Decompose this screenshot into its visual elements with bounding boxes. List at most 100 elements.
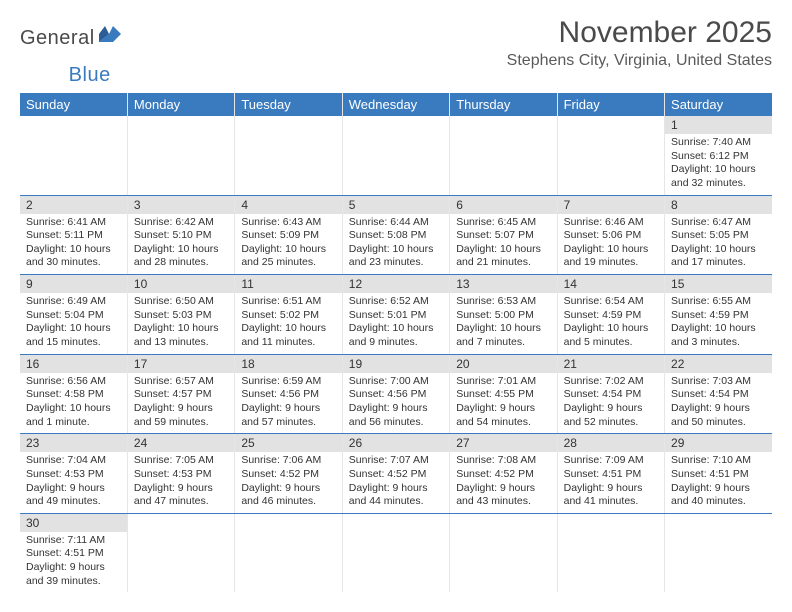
calendar-row: 30Sunrise: 7:11 AMSunset: 4:51 PMDayligh… <box>20 513 772 592</box>
day-number: 19 <box>343 355 449 373</box>
day-details: Sunrise: 6:45 AMSunset: 5:07 PMDaylight:… <box>450 214 556 275</box>
day-number: 13 <box>450 275 556 293</box>
location: Stephens City, Virginia, United States <box>507 52 772 70</box>
day-details: Sunrise: 7:04 AMSunset: 4:53 PMDaylight:… <box>20 452 127 513</box>
day-number: 25 <box>235 434 341 452</box>
day-cell: 6Sunrise: 6:45 AMSunset: 5:07 PMDaylight… <box>450 195 557 275</box>
calendar-body: 1Sunrise: 7:40 AMSunset: 6:12 PMDaylight… <box>20 116 772 592</box>
day-cell: 2Sunrise: 6:41 AMSunset: 5:11 PMDaylight… <box>20 195 127 275</box>
day-cell: 27Sunrise: 7:08 AMSunset: 4:52 PMDayligh… <box>450 434 557 514</box>
day-details: Sunrise: 6:44 AMSunset: 5:08 PMDaylight:… <box>343 214 449 275</box>
day-cell: 19Sunrise: 7:00 AMSunset: 4:56 PMDayligh… <box>342 354 449 434</box>
day-cell: 14Sunrise: 6:54 AMSunset: 4:59 PMDayligh… <box>557 275 664 355</box>
day-number: 11 <box>235 275 341 293</box>
day-cell: 30Sunrise: 7:11 AMSunset: 4:51 PMDayligh… <box>20 513 127 592</box>
day-number: 5 <box>343 196 449 214</box>
day-cell: 1Sunrise: 7:40 AMSunset: 6:12 PMDaylight… <box>665 116 772 195</box>
day-number: 1 <box>665 116 772 134</box>
day-cell: 29Sunrise: 7:10 AMSunset: 4:51 PMDayligh… <box>665 434 772 514</box>
calendar-row: 23Sunrise: 7:04 AMSunset: 4:53 PMDayligh… <box>20 434 772 514</box>
empty-cell <box>235 513 342 592</box>
weekday-header: Monday <box>127 93 234 116</box>
weekday-header: Tuesday <box>235 93 342 116</box>
weekday-header: Friday <box>557 93 664 116</box>
day-details: Sunrise: 6:56 AMSunset: 4:58 PMDaylight:… <box>20 373 127 434</box>
day-number: 27 <box>450 434 556 452</box>
day-details: Sunrise: 7:40 AMSunset: 6:12 PMDaylight:… <box>665 134 772 195</box>
empty-cell <box>127 116 234 195</box>
calendar-row: 1Sunrise: 7:40 AMSunset: 6:12 PMDaylight… <box>20 116 772 195</box>
day-details: Sunrise: 6:52 AMSunset: 5:01 PMDaylight:… <box>343 293 449 354</box>
day-details: Sunrise: 7:03 AMSunset: 4:54 PMDaylight:… <box>665 373 772 434</box>
calendar-row: 9Sunrise: 6:49 AMSunset: 5:04 PMDaylight… <box>20 275 772 355</box>
day-cell: 28Sunrise: 7:09 AMSunset: 4:51 PMDayligh… <box>557 434 664 514</box>
day-number: 29 <box>665 434 772 452</box>
day-number: 22 <box>665 355 772 373</box>
empty-cell <box>450 513 557 592</box>
day-cell: 4Sunrise: 6:43 AMSunset: 5:09 PMDaylight… <box>235 195 342 275</box>
calendar-row: 2Sunrise: 6:41 AMSunset: 5:11 PMDaylight… <box>20 195 772 275</box>
day-cell: 17Sunrise: 6:57 AMSunset: 4:57 PMDayligh… <box>127 354 234 434</box>
day-details: Sunrise: 6:47 AMSunset: 5:05 PMDaylight:… <box>665 214 772 275</box>
day-number: 21 <box>558 355 664 373</box>
empty-cell <box>557 116 664 195</box>
empty-cell <box>557 513 664 592</box>
day-cell: 22Sunrise: 7:03 AMSunset: 4:54 PMDayligh… <box>665 354 772 434</box>
day-cell: 25Sunrise: 7:06 AMSunset: 4:52 PMDayligh… <box>235 434 342 514</box>
day-cell: 3Sunrise: 6:42 AMSunset: 5:10 PMDaylight… <box>127 195 234 275</box>
day-details: Sunrise: 7:00 AMSunset: 4:56 PMDaylight:… <box>343 373 449 434</box>
day-cell: 23Sunrise: 7:04 AMSunset: 4:53 PMDayligh… <box>20 434 127 514</box>
day-details: Sunrise: 7:06 AMSunset: 4:52 PMDaylight:… <box>235 452 341 513</box>
day-number: 23 <box>20 434 127 452</box>
day-number: 17 <box>128 355 234 373</box>
day-number: 16 <box>20 355 127 373</box>
day-cell: 12Sunrise: 6:52 AMSunset: 5:01 PMDayligh… <box>342 275 449 355</box>
logo-text-blue: Blue <box>69 64 111 87</box>
day-cell: 18Sunrise: 6:59 AMSunset: 4:56 PMDayligh… <box>235 354 342 434</box>
day-number: 12 <box>343 275 449 293</box>
day-details: Sunrise: 6:43 AMSunset: 5:09 PMDaylight:… <box>235 214 341 275</box>
day-details: Sunrise: 6:53 AMSunset: 5:00 PMDaylight:… <box>450 293 556 354</box>
empty-cell <box>20 116 127 195</box>
day-cell: 26Sunrise: 7:07 AMSunset: 4:52 PMDayligh… <box>342 434 449 514</box>
weekday-header: Thursday <box>450 93 557 116</box>
day-details: Sunrise: 7:01 AMSunset: 4:55 PMDaylight:… <box>450 373 556 434</box>
day-cell: 10Sunrise: 6:50 AMSunset: 5:03 PMDayligh… <box>127 275 234 355</box>
day-details: Sunrise: 7:08 AMSunset: 4:52 PMDaylight:… <box>450 452 556 513</box>
day-cell: 20Sunrise: 7:01 AMSunset: 4:55 PMDayligh… <box>450 354 557 434</box>
empty-cell <box>342 116 449 195</box>
day-number: 6 <box>450 196 556 214</box>
weekday-header: Wednesday <box>342 93 449 116</box>
day-details: Sunrise: 7:05 AMSunset: 4:53 PMDaylight:… <box>128 452 234 513</box>
day-cell: 13Sunrise: 6:53 AMSunset: 5:00 PMDayligh… <box>450 275 557 355</box>
day-number: 20 <box>450 355 556 373</box>
day-details: Sunrise: 6:41 AMSunset: 5:11 PMDaylight:… <box>20 214 127 275</box>
day-number: 15 <box>665 275 772 293</box>
calendar-table: SundayMondayTuesdayWednesdayThursdayFrid… <box>20 93 772 592</box>
day-cell: 8Sunrise: 6:47 AMSunset: 5:05 PMDaylight… <box>665 195 772 275</box>
flag-icon <box>99 26 121 47</box>
day-number: 2 <box>20 196 127 214</box>
weekday-header: Sunday <box>20 93 127 116</box>
day-details: Sunrise: 7:10 AMSunset: 4:51 PMDaylight:… <box>665 452 772 513</box>
day-cell: 5Sunrise: 6:44 AMSunset: 5:08 PMDaylight… <box>342 195 449 275</box>
empty-cell <box>127 513 234 592</box>
day-details: Sunrise: 6:49 AMSunset: 5:04 PMDaylight:… <box>20 293 127 354</box>
calendar-row: 16Sunrise: 6:56 AMSunset: 4:58 PMDayligh… <box>20 354 772 434</box>
logo-text-general: General <box>20 27 95 50</box>
day-details: Sunrise: 6:59 AMSunset: 4:56 PMDaylight:… <box>235 373 341 434</box>
day-details: Sunrise: 6:46 AMSunset: 5:06 PMDaylight:… <box>558 214 664 275</box>
weekday-header-row: SundayMondayTuesdayWednesdayThursdayFrid… <box>20 93 772 116</box>
calendar-document: General November 2025 Stephens City, Vir… <box>0 0 792 608</box>
day-number: 4 <box>235 196 341 214</box>
day-cell: 9Sunrise: 6:49 AMSunset: 5:04 PMDaylight… <box>20 275 127 355</box>
day-number: 9 <box>20 275 127 293</box>
empty-cell <box>235 116 342 195</box>
day-cell: 15Sunrise: 6:55 AMSunset: 4:59 PMDayligh… <box>665 275 772 355</box>
month-title: November 2025 <box>507 16 772 50</box>
day-cell: 16Sunrise: 6:56 AMSunset: 4:58 PMDayligh… <box>20 354 127 434</box>
day-number: 24 <box>128 434 234 452</box>
day-cell: 21Sunrise: 7:02 AMSunset: 4:54 PMDayligh… <box>557 354 664 434</box>
day-details: Sunrise: 6:57 AMSunset: 4:57 PMDaylight:… <box>128 373 234 434</box>
day-number: 7 <box>558 196 664 214</box>
